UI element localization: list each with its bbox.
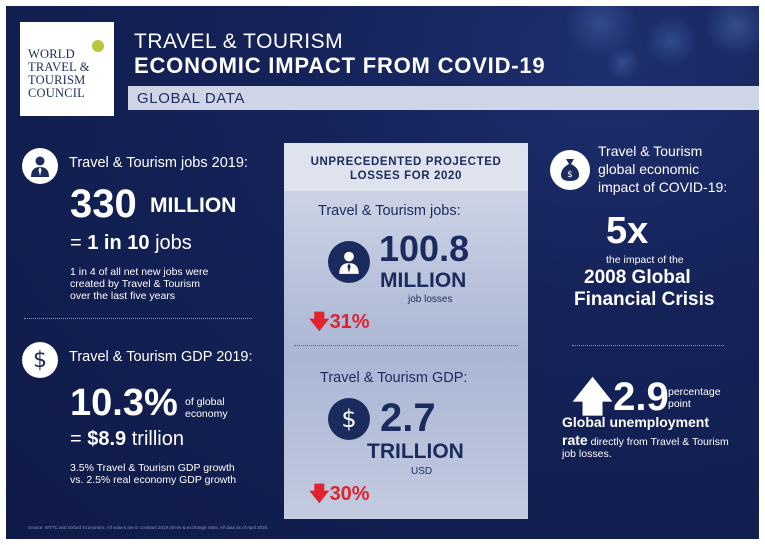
unemployment-desc-text: job losses. bbox=[562, 448, 612, 460]
gdp-2019-label: Travel & Tourism GDP 2019: bbox=[69, 349, 253, 365]
gdp-note: vs. 2.5% real economy GDP growth bbox=[70, 474, 237, 486]
virus-decoration-icon bbox=[706, 6, 759, 56]
gdp-value-prefix: = bbox=[70, 428, 88, 450]
impact-multiple: 5x bbox=[606, 210, 649, 252]
losses-heading: UNPRECEDENTED PROJECTED LOSSES FOR 2020 bbox=[284, 143, 528, 191]
global-data-bar: GLOBAL DATA bbox=[128, 86, 759, 110]
infographic: WORLD TRAVEL & TOURISM COUNCIL TRAVEL & … bbox=[6, 6, 759, 539]
gdp-2019-percent: 10.3% bbox=[70, 382, 178, 424]
dollar-icon: $ bbox=[328, 398, 370, 440]
person-icon bbox=[22, 148, 58, 184]
logo-text: COUNCIL bbox=[28, 86, 85, 100]
down-arrow-icon: 🡇 bbox=[309, 483, 330, 505]
jobs-change: 31% bbox=[329, 311, 370, 333]
losses-heading-line: LOSSES FOR 2020 bbox=[350, 170, 462, 182]
jobs-ratio-suffix: jobs bbox=[149, 232, 192, 254]
unemployment-number: 2.9 bbox=[613, 375, 669, 419]
gdp-change: 30% bbox=[329, 483, 370, 505]
svg-text:$: $ bbox=[567, 170, 573, 180]
crisis-label: 2008 Global bbox=[584, 267, 691, 288]
person-icon bbox=[328, 241, 370, 283]
unemployment-unit: point bbox=[668, 398, 691, 410]
unemployment-label: Global unemployment bbox=[562, 414, 710, 430]
jobs-2019-label: Travel & Tourism jobs 2019: bbox=[69, 155, 248, 171]
center-divider bbox=[294, 345, 518, 346]
center-gdp-unit: TRILLION bbox=[367, 440, 464, 463]
impact-label: impact of COVID-19: bbox=[598, 179, 728, 195]
virus-decoration-icon bbox=[646, 16, 696, 66]
jobs-note: 1 in 4 of all net new jobs were bbox=[70, 266, 209, 278]
gdp-note: 3.5% Travel & Tourism GDP growth bbox=[70, 462, 235, 474]
losses-panel bbox=[284, 191, 528, 519]
up-arrow-icon: 🡅 bbox=[572, 375, 614, 419]
right-divider bbox=[572, 345, 724, 346]
logo-text: TOURISM bbox=[28, 73, 86, 87]
logo-text: WORLD bbox=[28, 47, 75, 61]
gdp-of-global: of global bbox=[185, 396, 225, 408]
left-divider bbox=[24, 318, 252, 319]
gdp-of-global: economy bbox=[185, 408, 228, 420]
center-gdp-number: 2.7 bbox=[380, 396, 436, 440]
jobs-ratio-prefix: = bbox=[70, 232, 88, 254]
center-jobs-label: Travel & Tourism jobs: bbox=[318, 203, 461, 219]
impact-multiple-sub: the impact of the bbox=[606, 254, 684, 266]
gdp-decrease: 🡇30% bbox=[309, 479, 370, 513]
wttc-logo: WORLD TRAVEL & TOURISM COUNCIL bbox=[20, 22, 114, 116]
virus-decoration-icon bbox=[606, 46, 640, 80]
money-bag-icon: $ bbox=[550, 150, 590, 190]
page-title: TRAVEL & TOURISM bbox=[134, 30, 344, 53]
jobs-note: created by Travel & Tourism bbox=[70, 278, 200, 290]
jobs-note: over the last five years bbox=[70, 290, 176, 302]
crisis-label: Financial Crisis bbox=[574, 289, 715, 310]
jobs-2019-unit: MILLION bbox=[150, 194, 237, 217]
unemployment-label: rate bbox=[562, 432, 588, 448]
gdp-value-bold: $8.9 bbox=[87, 428, 127, 450]
impact-label: global economic bbox=[598, 161, 700, 177]
dollar-icon: $ bbox=[22, 342, 58, 378]
impact-label: Travel & Tourism bbox=[598, 143, 703, 159]
page-subtitle: ECONOMIC IMPACT FROM COVID-19 bbox=[134, 53, 546, 78]
losses-heading-line: UNPRECEDENTED PROJECTED bbox=[310, 156, 502, 168]
logo-text: TRAVEL & bbox=[28, 60, 90, 74]
jobs-ratio-bold: 1 in 10 bbox=[87, 232, 150, 254]
unemployment-unit: percentage bbox=[668, 386, 721, 398]
center-gdp-sub: USD bbox=[411, 466, 433, 477]
center-jobs-sub: job losses bbox=[408, 294, 453, 305]
gdp-value: = $8.9 trillion bbox=[70, 428, 184, 451]
unemployment-change: 🡅2.9 bbox=[572, 368, 669, 436]
unemployment-desc: rate directly from Travel & Tourism bbox=[562, 432, 729, 450]
source-note: Source: WTTC and Oxford Economics. All v… bbox=[28, 525, 269, 530]
down-arrow-icon: 🡇 bbox=[309, 311, 330, 333]
unemployment-desc-text: directly from Travel & Tourism bbox=[587, 436, 729, 448]
jobs-decrease: 🡇31% bbox=[309, 307, 370, 341]
center-gdp-label: Travel & Tourism GDP: bbox=[320, 370, 468, 386]
jobs-ratio: = 1 in 10 jobs bbox=[70, 232, 192, 255]
logo-accent-icon bbox=[92, 40, 104, 52]
center-jobs-number: 100.8 bbox=[379, 228, 470, 269]
center-jobs-unit: MILLION bbox=[380, 269, 467, 292]
gdp-value-suffix: trillion bbox=[126, 428, 184, 450]
jobs-2019-number: 330 bbox=[70, 182, 137, 226]
